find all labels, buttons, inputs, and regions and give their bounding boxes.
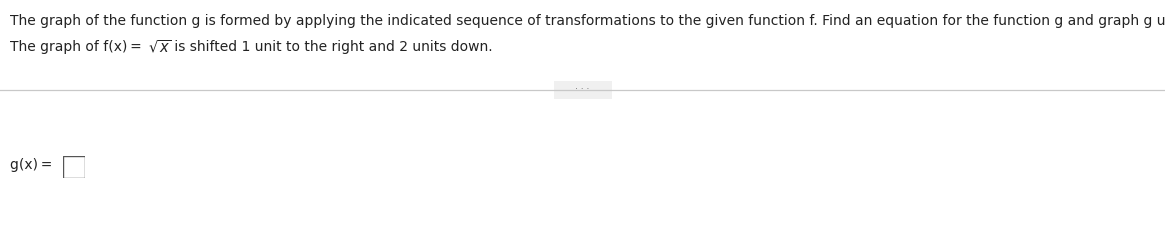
- Text: is shifted 1 unit to the right and 2 units down.: is shifted 1 unit to the right and 2 uni…: [170, 40, 493, 54]
- Text: The graph of the function g is formed by applying the indicated sequence of tran: The graph of the function g is formed by…: [10, 14, 1165, 28]
- Text: The graph of f(x) =: The graph of f(x) =: [10, 40, 144, 54]
- Text: $\sqrt{x}$: $\sqrt{x}$: [148, 39, 171, 56]
- Text: · · ·: · · ·: [576, 85, 589, 94]
- Text: g(x) =: g(x) =: [10, 158, 52, 172]
- FancyBboxPatch shape: [546, 79, 619, 101]
- FancyBboxPatch shape: [63, 157, 85, 178]
